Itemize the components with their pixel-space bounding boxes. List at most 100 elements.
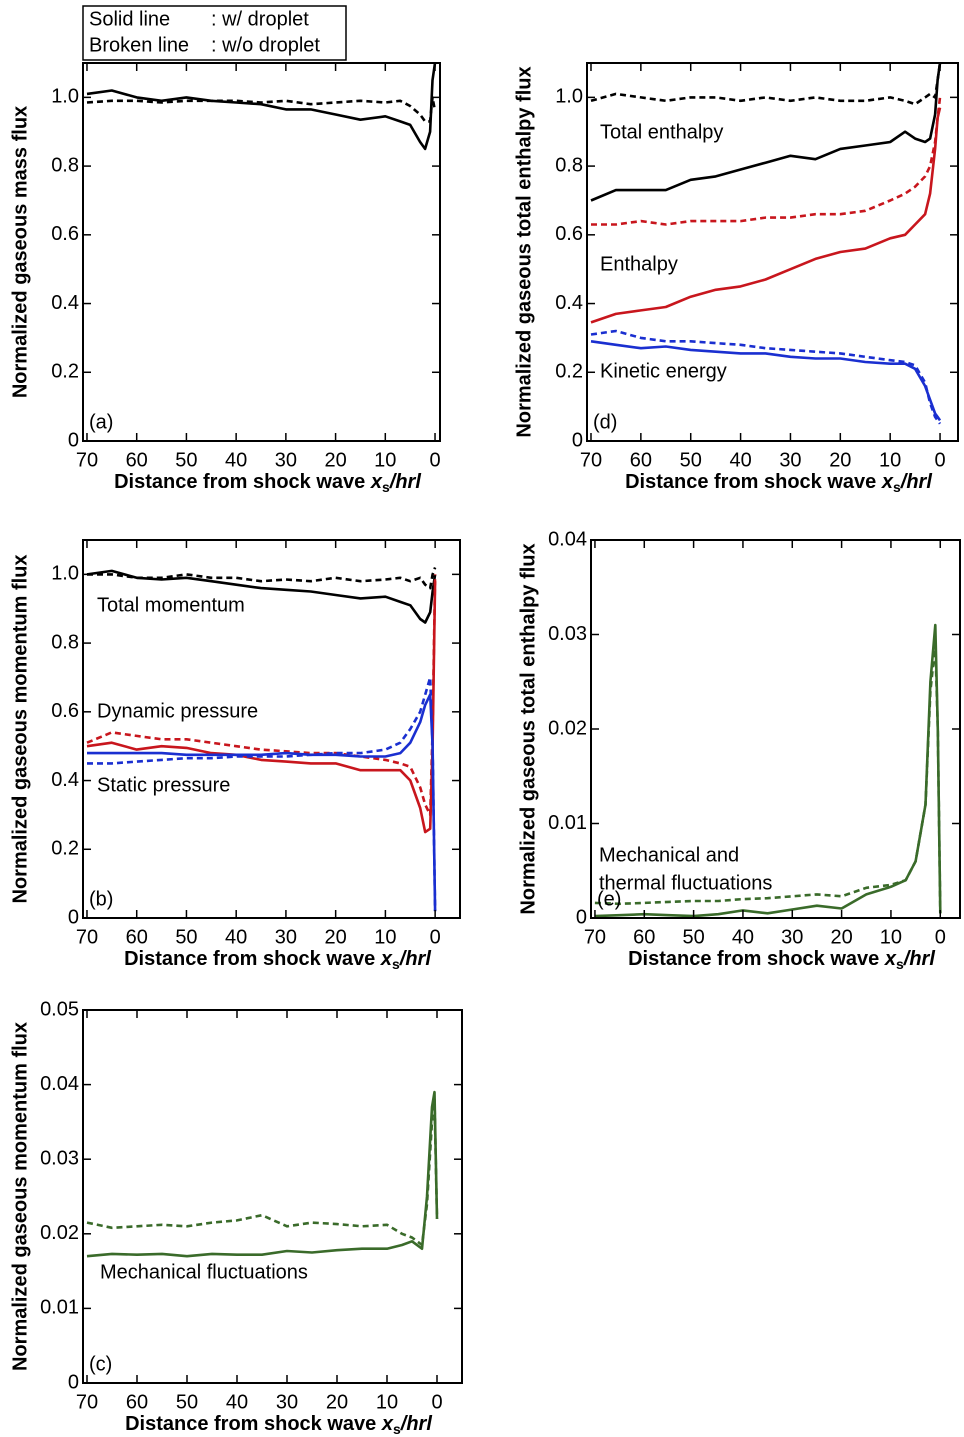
data-line bbox=[86, 1098, 439, 1247]
y-tick-label: 0 bbox=[576, 906, 587, 928]
x-tick-label: 70 bbox=[76, 926, 98, 948]
x-tick-label: 20 bbox=[324, 449, 346, 471]
y-tick-label: 0.2 bbox=[555, 361, 583, 383]
x-label-rest: /hrl bbox=[903, 948, 936, 970]
x-label-text: Distance from shock wave bbox=[125, 1413, 382, 1435]
annotation: Mechanical and bbox=[599, 844, 739, 866]
plot-frame bbox=[82, 539, 461, 919]
x-tick-label: 20 bbox=[829, 449, 851, 471]
x-tick-label: 60 bbox=[126, 1391, 148, 1413]
y-tick-label: 0.8 bbox=[51, 631, 79, 653]
annotation: Enthalpy bbox=[600, 253, 678, 275]
x-tick-label: 50 bbox=[175, 926, 197, 948]
y-tick-label: 0.02 bbox=[548, 717, 587, 739]
legend-value: : w/o droplet bbox=[211, 34, 320, 56]
x-label-var: x bbox=[380, 948, 393, 970]
x-axis-label: Distance from shock wave xs/hrl bbox=[114, 471, 421, 494]
x-label-sub: s bbox=[382, 479, 390, 495]
x-label-text: Distance from shock wave bbox=[114, 471, 371, 493]
x-label-rest: /hrl bbox=[400, 1413, 433, 1435]
x-tick-label: 70 bbox=[580, 449, 602, 471]
x-tick-label: 40 bbox=[225, 926, 247, 948]
x-label-sub: s bbox=[393, 1421, 401, 1437]
x-tick-label: 0 bbox=[934, 449, 945, 471]
legend-value: : w/ droplet bbox=[211, 8, 309, 30]
data-line bbox=[86, 581, 437, 834]
x-tick-label: 60 bbox=[633, 926, 655, 948]
y-tick-label: 0.6 bbox=[51, 223, 79, 245]
data-line bbox=[86, 62, 437, 151]
x-tick-label: 0 bbox=[431, 1391, 442, 1413]
x-label-text: Distance from shock wave bbox=[625, 471, 882, 493]
plot-frame bbox=[586, 62, 959, 442]
annotation: Total momentum bbox=[97, 594, 245, 616]
x-tick-label: 10 bbox=[879, 449, 901, 471]
x-tick-label: 40 bbox=[729, 449, 751, 471]
data-line bbox=[86, 1090, 439, 1258]
y-tick-label: 0.03 bbox=[40, 1147, 79, 1169]
x-tick-label: 40 bbox=[225, 449, 247, 471]
x-label-text: Distance from shock wave bbox=[124, 948, 381, 970]
y-tick-label: 0.8 bbox=[51, 154, 79, 176]
y-tick-label: 0.03 bbox=[548, 623, 587, 645]
x-label-text: Distance from shock wave bbox=[628, 948, 885, 970]
plot-frame bbox=[82, 62, 441, 442]
y-tick-label: 1.0 bbox=[51, 563, 79, 585]
annotation: Kinetic energy bbox=[600, 360, 727, 382]
x-label-sub: s bbox=[896, 956, 904, 972]
data-line bbox=[590, 62, 942, 106]
x-label-rest: /hrl bbox=[389, 471, 422, 493]
panel-label: (d) bbox=[593, 411, 617, 433]
x-axis-label: Distance from shock wave xs/hrl bbox=[628, 948, 935, 971]
x-tick-label: 0 bbox=[429, 449, 440, 471]
y-axis-label: Normalized gaseous total enthalpy flux bbox=[513, 66, 535, 437]
y-tick-label: 0 bbox=[68, 429, 79, 451]
x-tick-label: 60 bbox=[126, 449, 148, 471]
y-axis-label: Normalized gaseous momentum flux bbox=[9, 1022, 31, 1371]
legend-key: Broken line bbox=[89, 34, 189, 56]
x-tick-label: 0 bbox=[430, 926, 441, 948]
y-tick-label: 0.8 bbox=[555, 154, 583, 176]
x-tick-label: 70 bbox=[76, 449, 98, 471]
y-tick-label: 0.6 bbox=[51, 700, 79, 722]
panel-label: (c) bbox=[89, 1353, 112, 1375]
x-tick-label: 50 bbox=[680, 449, 702, 471]
data-line bbox=[87, 693, 437, 912]
y-tick-label: 0.04 bbox=[548, 528, 587, 550]
x-tick-label: 30 bbox=[275, 449, 297, 471]
y-tick-label: 0.01 bbox=[548, 812, 587, 834]
panel: 00.20.40.60.81.070 60 50 40 30 20 10 0Distance … bbox=[513, 62, 959, 495]
x-tick-label: 50 bbox=[175, 449, 197, 471]
legend-key: Solid line bbox=[89, 8, 170, 30]
x-axis-label: Distance from shock wave xs/hrl bbox=[124, 948, 431, 971]
data-line bbox=[86, 569, 437, 624]
x-label-var: x bbox=[881, 471, 894, 493]
y-axis-label: Normalized gaseous total enthalpy flux bbox=[517, 543, 539, 914]
y-tick-label: 0.04 bbox=[40, 1073, 79, 1095]
y-tick-label: 0 bbox=[68, 1371, 79, 1393]
y-axis-label: Normalized gaseous mass flux bbox=[9, 106, 31, 398]
x-tick-label: 10 bbox=[374, 449, 396, 471]
annotation: Dynamic pressure bbox=[97, 700, 258, 722]
x-tick-label: 20 bbox=[325, 926, 347, 948]
y-tick-label: 0.2 bbox=[51, 361, 79, 383]
x-tick-label: 40 bbox=[226, 1391, 248, 1413]
y-tick-label: 0.2 bbox=[51, 838, 79, 860]
data-line bbox=[591, 97, 942, 226]
x-label-var: x bbox=[370, 471, 383, 493]
y-tick-label: 0.4 bbox=[555, 292, 583, 314]
x-tick-label: 30 bbox=[779, 449, 801, 471]
data-line bbox=[87, 567, 437, 590]
y-axis-label: Normalized gaseous momentum flux bbox=[9, 555, 31, 904]
annotation: Mechanical fluctuations bbox=[100, 1261, 308, 1283]
y-tick-label: 1.0 bbox=[555, 86, 583, 108]
x-tick-label: 0 bbox=[935, 926, 946, 948]
x-tick-label: 20 bbox=[326, 1391, 348, 1413]
plot-frame bbox=[82, 1009, 463, 1384]
x-tick-label: 60 bbox=[630, 449, 652, 471]
panel: 00.20.40.60.81.070 60 50 40 30 20 10 0Distance … bbox=[9, 539, 461, 972]
annotation: thermal fluctuations bbox=[599, 872, 772, 894]
x-label-var: x bbox=[884, 948, 897, 970]
